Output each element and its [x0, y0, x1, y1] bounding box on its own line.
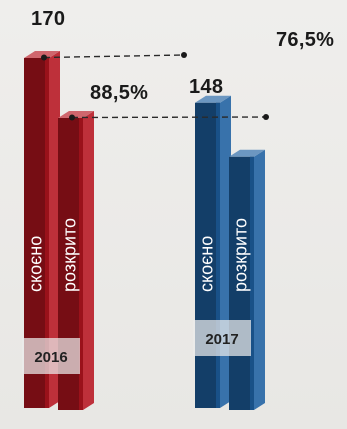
bar-label-2017-committed: скоєно	[197, 236, 217, 292]
bar-2017-committed	[195, 102, 220, 408]
bar-2016-committed-edge	[45, 58, 49, 408]
bar-2017-solved-side	[254, 149, 265, 410]
bar-2016-committed-top	[24, 51, 60, 58]
year-plaque-2017	[193, 320, 251, 356]
bar-2016-solved-side	[83, 111, 94, 410]
bar-2016-solved-top	[58, 111, 94, 118]
connector-end-dot-committed	[181, 52, 187, 58]
bar-label-2017-solved: розкрито	[231, 218, 251, 292]
bar-2017-committed-edge	[216, 102, 220, 408]
year-label-2017: 2017	[205, 331, 238, 348]
bar-2017-committed-top	[195, 95, 231, 103]
bar-2016-committed-side	[49, 51, 60, 408]
year-label-2016: 2016	[34, 349, 67, 366]
connector-start-dot-solved	[69, 114, 75, 121]
bar-2017-solved	[229, 156, 254, 410]
bar-label-2016-solved: розкрито	[60, 218, 80, 292]
bar-label-2016-committed: скоєно	[26, 236, 46, 292]
connector-committed	[43, 54, 185, 59]
connector-start-dot-committed	[41, 54, 47, 61]
value-2016-solved: 88,5%	[90, 82, 149, 104]
value-2017-solved: 76,5%	[276, 29, 335, 51]
bar-2017-solved-edge	[250, 156, 254, 410]
bar-2016-solved-edge	[79, 118, 83, 410]
bar-2017-solved-top	[229, 149, 265, 157]
connector-solved	[71, 116, 267, 119]
value-2016-committed: 170	[31, 8, 66, 30]
connector-end-dot-solved	[263, 114, 269, 120]
year-plaque-2016	[22, 338, 80, 374]
value-2017-committed: 148	[189, 76, 224, 98]
